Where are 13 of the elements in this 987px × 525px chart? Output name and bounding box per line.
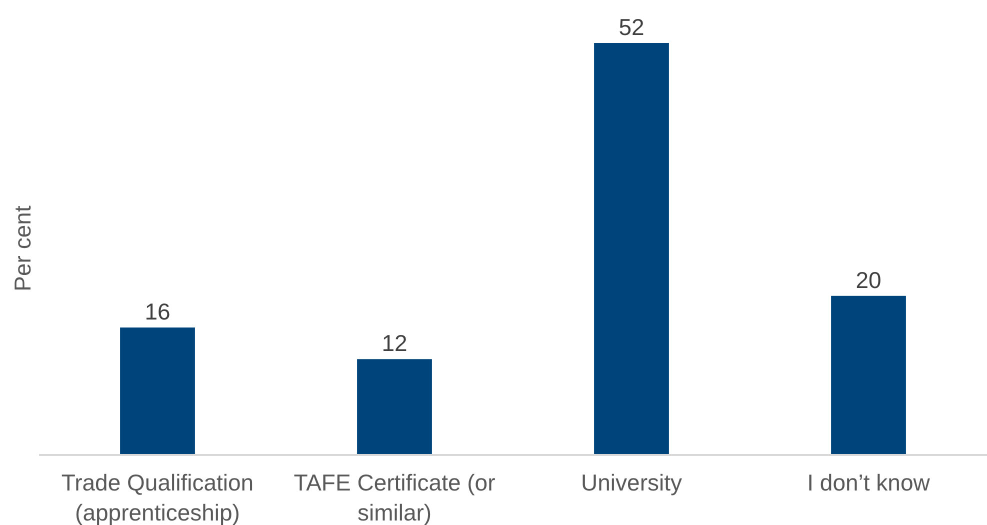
x-tick-label: Trade Qualification (apprenticeship) (61, 470, 254, 525)
bar (120, 328, 195, 454)
y-axis-title: Per cent (9, 205, 36, 292)
x-tick-label: TAFE Certificate (or similar) (294, 470, 496, 525)
x-tick-label: I don’t know (807, 470, 930, 496)
data-label: 20 (856, 266, 882, 293)
bar (594, 43, 669, 454)
data-label: 16 (144, 298, 170, 325)
bar (357, 359, 432, 454)
x-tick-label: University (581, 470, 682, 496)
data-label: 52 (618, 14, 644, 40)
data-label: 12 (382, 330, 408, 356)
bar (831, 296, 906, 454)
